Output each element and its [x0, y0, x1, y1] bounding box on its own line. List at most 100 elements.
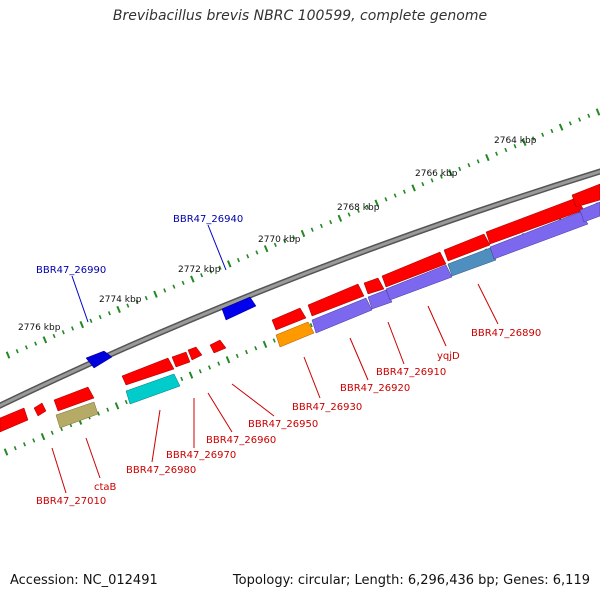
outer-ruler-tick [374, 199, 380, 207]
outer-ruler-tick [476, 159, 480, 164]
outer-ruler-tick [521, 138, 527, 146]
feature-bbr47-26890-b[interactable] [489, 211, 589, 260]
tick-label-2768: 2768 kbp [337, 203, 380, 213]
gene-label-bbr47-26970[interactable]: BBR47_26970 [166, 450, 236, 461]
outer-ruler-tick [495, 151, 499, 156]
inner-ruler-tick [32, 438, 36, 443]
gene-ctab-upper[interactable] [53, 386, 95, 412]
gene-label-bbr47-26990[interactable]: BBR47_26990 [36, 265, 106, 276]
feature-edge[interactable] [579, 201, 600, 223]
outer-ruler-tick [578, 117, 582, 122]
inner-ruler-tick [3, 448, 9, 456]
outer-ruler-tick [319, 223, 323, 229]
tick-label-2772: 2772 kbp [178, 265, 221, 275]
inner-ruler-tick [309, 323, 313, 328]
inner-ruler-tick [235, 353, 239, 359]
inner-ruler-tick [180, 376, 184, 382]
outer-ruler-tick [568, 121, 572, 126]
gene-small-a[interactable] [33, 402, 47, 417]
gene-bbr47-26960-upper[interactable] [187, 346, 203, 361]
outer-ruler-tick [513, 144, 517, 149]
outer-ruler-tick [531, 136, 535, 141]
outer-ruler-tick [329, 219, 333, 225]
outer-ruler-tick [300, 229, 306, 238]
gene-label-bbr47-26910[interactable]: BBR47_26910 [376, 367, 446, 378]
outer-ruler-tick [172, 284, 176, 289]
feature-bbr47-26920[interactable] [311, 297, 373, 334]
genome-backbone [0, 168, 600, 409]
gene-label-bbr47-26940[interactable]: BBR47_26940 [173, 214, 243, 225]
feature-bbr47-26930[interactable] [275, 321, 315, 348]
feature-bbr47-26910[interactable] [367, 289, 393, 310]
inner-ruler-tick [217, 361, 221, 366]
outer-ruler-tick [310, 227, 314, 232]
inner-ruler-tick [272, 338, 276, 343]
outer-ruler-tick [595, 108, 600, 116]
outer-ruler-tick [467, 163, 471, 168]
outer-ruler-tick [587, 113, 591, 118]
gene-label-ctab[interactable]: ctaB [94, 482, 117, 493]
gene-label-bbr47-27010[interactable]: BBR47_27010 [36, 496, 106, 507]
inner-ruler-tick [124, 399, 128, 405]
accession-label: Accession: NC_012491 [10, 573, 158, 588]
gene-label-bbr47-26930[interactable]: BBR47_26930 [292, 402, 362, 413]
outer-ruler-tick [411, 184, 416, 192]
outer-ruler-tick [89, 318, 93, 323]
gene-bbr47-26910-upper[interactable] [363, 277, 385, 295]
outer-ruler-tick [218, 265, 222, 270]
gene-bbr47-26980-upper[interactable] [121, 357, 175, 386]
gene-bbr47-26950-upper[interactable] [209, 339, 227, 354]
gene-bbr47-26940[interactable] [221, 296, 257, 321]
gene-bbr47-26890-upper-a[interactable] [443, 233, 491, 262]
tick-label-2764: 2764 kbp [494, 136, 537, 146]
feature-bbr47-26890-a[interactable] [447, 247, 497, 277]
outer-ruler-tick [366, 204, 370, 210]
gene-label-yqjd[interactable]: yqjD [437, 351, 460, 362]
outer-ruler-tick [283, 238, 287, 244]
gene-label-bbr47-26960[interactable]: BBR47_26960 [206, 435, 276, 446]
outer-tick-ruler [5, 108, 600, 359]
inner-ruler-tick [262, 340, 268, 348]
tick-label-2776: 2776 kbp [18, 323, 61, 333]
inner-ruler-tick [50, 430, 54, 435]
gene-bbr47-27010[interactable] [0, 407, 29, 433]
outer-ruler-tick [430, 178, 434, 183]
gene-label-bbr47-26950[interactable]: BBR47_26950 [248, 419, 318, 430]
outer-ruler-tick [347, 212, 351, 217]
gene-bbr47-26930-upper[interactable] [271, 307, 307, 331]
gene-label-bbr47-26920[interactable]: BBR47_26920 [340, 383, 410, 394]
outer-ruler-tick [393, 193, 397, 198]
outer-ruler-tick [550, 128, 554, 134]
outer-ruler-tick [226, 260, 232, 268]
outer-ruler-tick [107, 311, 111, 316]
gene-yqjd-upper[interactable] [381, 251, 447, 288]
outer-ruler-tick [24, 345, 28, 350]
genome-summary: Topology: circular; Length: 6,296,436 bp… [232, 573, 590, 588]
gene-edge-upper[interactable] [571, 183, 600, 208]
inner-ruler-tick [225, 356, 231, 364]
tick-label-2766: 2766 kbp [415, 169, 458, 179]
tick-label-2770: 2770 kbp [258, 235, 301, 245]
outer-ruler-tick [255, 250, 259, 255]
feature-bbr47-26980[interactable] [125, 373, 181, 405]
feature-ctab[interactable] [55, 401, 99, 429]
outer-ruler-tick [71, 326, 75, 331]
outer-ruler-tick [144, 295, 148, 301]
outer-ruler-tick [504, 147, 508, 153]
outer-ruler-tick [126, 303, 130, 308]
gene-label-bbr47-26980[interactable]: BBR47_26980 [126, 465, 196, 476]
tick-label-2774: 2774 kbp [99, 295, 142, 305]
outer-ruler-tick [273, 242, 277, 248]
gene-label-bbr47-26890[interactable]: BBR47_26890 [471, 328, 541, 339]
outer-ruler-tick [485, 153, 490, 162]
feature-yqjd[interactable] [385, 264, 453, 301]
outer-ruler-tick [135, 299, 139, 304]
outer-ruler-tick [79, 321, 85, 329]
outer-ruler-tick [5, 351, 11, 359]
gene-bbr47-26920-upper[interactable] [307, 283, 365, 317]
outer-ruler-tick [116, 305, 121, 314]
gene-bbr47-26970-upper[interactable] [171, 351, 191, 368]
outer-ruler-tick [292, 235, 296, 240]
gene-bbr47-26990[interactable] [85, 350, 113, 369]
outer-ruler-tick [15, 349, 19, 354]
